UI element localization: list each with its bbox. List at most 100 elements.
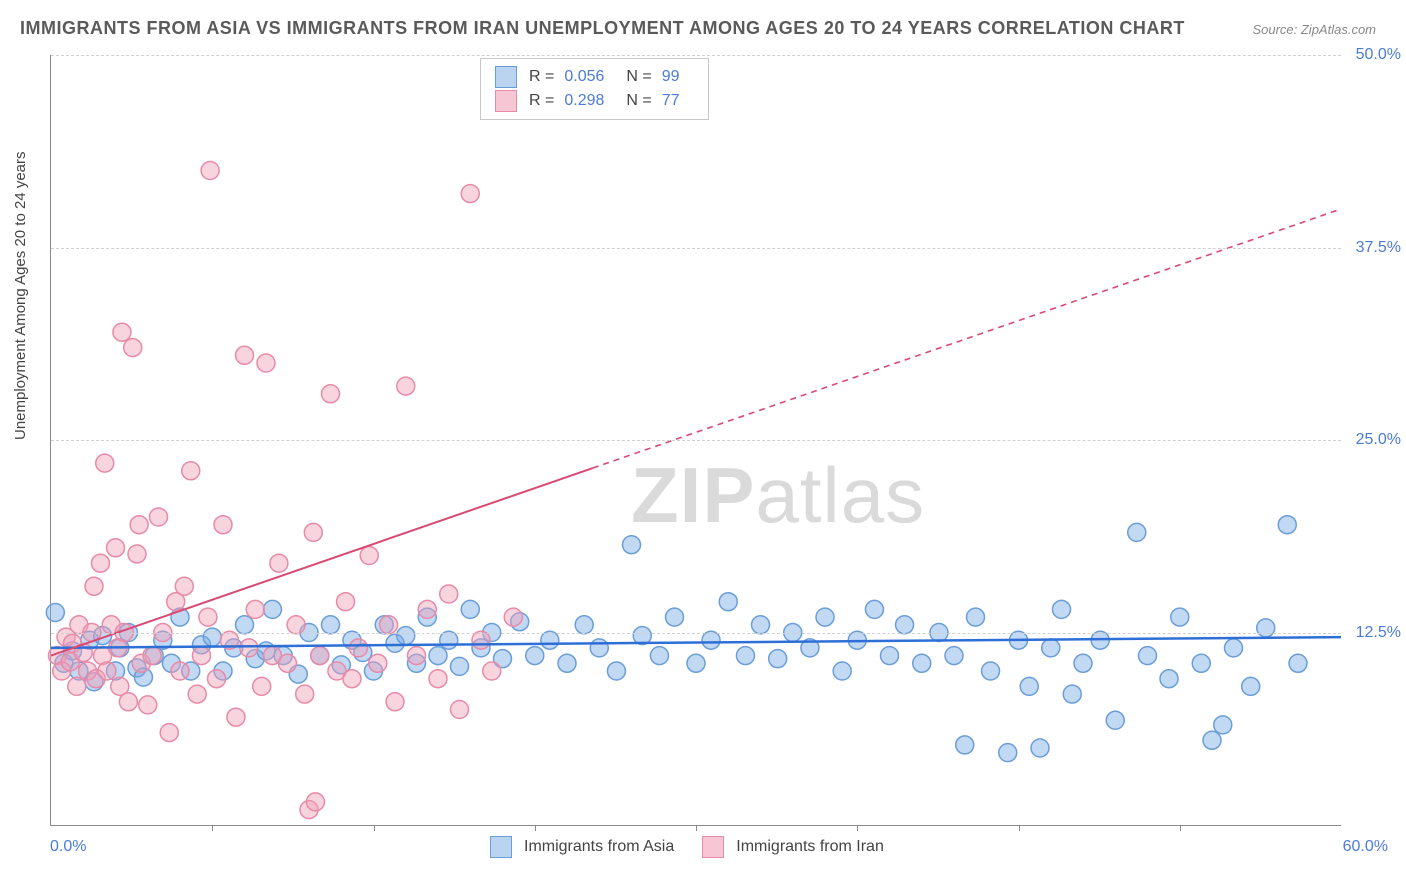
data-point (107, 539, 125, 557)
data-point (1063, 685, 1081, 703)
x-tick (374, 825, 375, 831)
data-point (287, 616, 305, 634)
data-point (113, 323, 131, 341)
data-point (203, 628, 221, 646)
data-point (257, 354, 275, 372)
data-point (296, 685, 314, 703)
data-point (687, 654, 705, 672)
y-axis-label: Unemployment Among Ages 20 to 24 years (12, 151, 29, 440)
data-point (397, 627, 415, 645)
r-value: 0.298 (564, 89, 604, 113)
data-point (1257, 619, 1275, 637)
x-tick (535, 825, 536, 831)
data-point (999, 744, 1017, 762)
data-point (558, 654, 576, 672)
n-label: N = (626, 89, 651, 113)
data-point (526, 647, 544, 665)
data-point (201, 162, 219, 180)
n-value: 77 (662, 89, 680, 113)
data-point (253, 677, 271, 695)
data-point (343, 670, 361, 688)
data-point (270, 554, 288, 572)
legend-swatch (495, 90, 517, 112)
data-point (1160, 670, 1178, 688)
data-point (240, 639, 258, 657)
legend-bottom: Immigrants from AsiaImmigrants from Iran (490, 836, 884, 858)
data-point (429, 670, 447, 688)
data-point (472, 631, 490, 649)
data-point (1031, 739, 1049, 757)
data-point (1042, 639, 1060, 657)
chart-title: IMMIGRANTS FROM ASIA VS IMMIGRANTS FROM … (20, 18, 1185, 39)
data-point (913, 654, 931, 672)
data-point (130, 516, 148, 534)
data-point (504, 608, 522, 626)
data-point (322, 616, 340, 634)
data-point (736, 647, 754, 665)
gridline (51, 55, 1341, 56)
data-point (208, 670, 226, 688)
data-point (188, 685, 206, 703)
data-point (575, 616, 593, 634)
data-point (865, 600, 883, 618)
data-point (429, 647, 447, 665)
data-point (1106, 711, 1124, 729)
legend-swatch (702, 836, 724, 858)
data-point (175, 577, 193, 595)
legend-swatch (495, 66, 517, 88)
data-point (623, 536, 641, 554)
data-point (369, 654, 387, 672)
data-point (769, 650, 787, 668)
data-point (143, 647, 161, 665)
data-point (236, 616, 254, 634)
data-point (119, 693, 137, 711)
legend-stat-row: R =0.056N =99 (495, 65, 694, 89)
legend-stats-box: R =0.056N =99R = 0.298 N = 77 (480, 58, 709, 120)
data-point (650, 647, 668, 665)
data-point (982, 662, 1000, 680)
x-tick (1180, 825, 1181, 831)
data-point (1128, 523, 1146, 541)
data-point (451, 701, 469, 719)
r-label: R = (529, 65, 554, 89)
legend-item: Immigrants from Asia (490, 836, 674, 858)
x-tick (696, 825, 697, 831)
data-point (418, 600, 436, 618)
data-point (1053, 600, 1071, 618)
data-point (461, 600, 479, 618)
legend-swatch (490, 836, 512, 858)
legend-stat-row: R =0.298N =77 (495, 89, 694, 113)
x-tick (1019, 825, 1020, 831)
source-attribution: Source: ZipAtlas.com (1252, 22, 1376, 37)
data-point (182, 462, 200, 480)
data-point (193, 647, 211, 665)
plot-area: ZIPatlas 12.5%25.0%37.5%50.0% (50, 55, 1341, 826)
data-point (128, 545, 146, 563)
data-point (541, 631, 559, 649)
data-point (967, 608, 985, 626)
data-point (1289, 654, 1307, 672)
y-tick-label: 12.5% (1356, 624, 1401, 642)
data-point (1020, 677, 1038, 695)
gridline (51, 248, 1341, 249)
data-point (160, 724, 178, 742)
data-point (1074, 654, 1092, 672)
data-point (171, 662, 189, 680)
data-point (816, 608, 834, 626)
data-point (46, 603, 64, 621)
data-point (263, 600, 281, 618)
data-point (1278, 516, 1296, 534)
data-point (607, 662, 625, 680)
data-point (246, 600, 264, 618)
data-point (702, 631, 720, 649)
legend-label: Immigrants from Asia (524, 838, 674, 856)
data-point (386, 693, 404, 711)
data-point (719, 593, 737, 611)
data-point (380, 616, 398, 634)
data-point (483, 662, 501, 680)
data-point (236, 346, 254, 364)
n-label: N = (626, 65, 651, 89)
x-origin-label: 0.0% (50, 838, 86, 856)
data-point (68, 677, 86, 695)
gridline (51, 440, 1341, 441)
